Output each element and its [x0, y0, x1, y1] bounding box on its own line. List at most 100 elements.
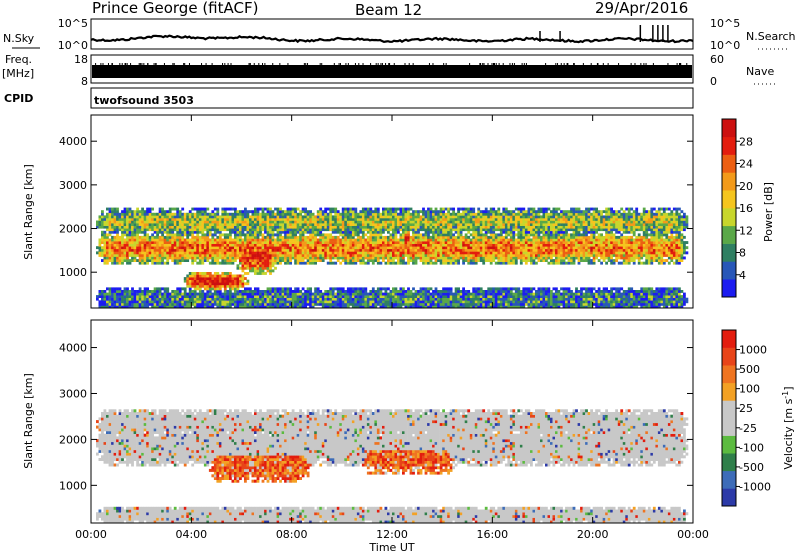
heatmap-cell	[442, 292, 445, 296]
heatmap-cell	[457, 220, 460, 224]
heatmap-cell	[382, 223, 385, 226]
heatmap-cell	[286, 254, 290, 257]
heatmap-cell	[256, 254, 260, 257]
heatmap-cell	[361, 210, 365, 214]
heatmap-cell	[221, 251, 225, 255]
heatmap-cell	[116, 223, 119, 226]
heatmap-cell	[394, 261, 398, 265]
heatmap-cell	[163, 251, 167, 255]
heatmap-cell	[166, 235, 170, 239]
heatmap-cell	[397, 251, 400, 255]
heatmap-cell	[254, 238, 257, 242]
heatmap-cell	[146, 212, 149, 216]
heatmap-cell	[316, 238, 320, 242]
heatmap-cell	[376, 251, 380, 255]
heatmap-cell	[259, 215, 262, 219]
heatmap-cell	[276, 287, 280, 291]
heatmap-cell	[366, 217, 370, 221]
heatmap-cell	[126, 290, 129, 293]
heatmap-cell	[106, 228, 109, 232]
heatmap-cell	[314, 259, 317, 262]
heatmap-cell	[454, 223, 458, 226]
heatmap-cell	[116, 290, 119, 293]
heatmap-cell	[296, 243, 300, 247]
heatmap-cell	[482, 210, 486, 214]
heatmap-cell	[231, 228, 235, 232]
heatmap-cell	[414, 228, 418, 232]
heatmap-cell	[216, 290, 220, 293]
heatmap-cell	[324, 241, 328, 244]
heatmap-cell	[497, 241, 501, 244]
heatmap-cell	[213, 251, 217, 255]
heatmap-cell	[507, 300, 511, 304]
heatmap-cell	[211, 220, 215, 224]
heatmap-cell	[198, 300, 202, 304]
heatmap-cell	[286, 220, 290, 224]
heatmap-cell	[442, 261, 445, 265]
heatmap-cell	[281, 248, 285, 252]
heatmap-cell	[166, 248, 170, 252]
heatmap-cell	[284, 290, 287, 293]
heatmap-cell	[392, 300, 395, 304]
heatmap-cell	[103, 233, 107, 237]
heatmap-cell	[444, 233, 448, 237]
heatmap-cell	[188, 215, 192, 219]
heatmap-cell	[376, 259, 380, 262]
heatmap-cell	[462, 207, 465, 211]
heatmap-cell	[459, 220, 463, 224]
heatmap-cell	[464, 295, 468, 298]
heatmap-cell	[176, 251, 180, 255]
heatmap-cell	[236, 225, 240, 229]
heatmap-cell	[336, 230, 340, 234]
heatmap-cell	[151, 302, 154, 306]
heatmap-cell	[387, 212, 390, 216]
heatmap-cell	[319, 212, 323, 216]
heatmap-cell	[133, 300, 137, 304]
heatmap-cell	[201, 302, 205, 306]
heatmap-cell	[108, 297, 112, 301]
heatmap-cell	[304, 212, 307, 216]
heatmap-cell	[477, 302, 481, 306]
heatmap-cell	[294, 254, 297, 257]
heatmap-cell	[414, 220, 418, 224]
heatmap-cell	[274, 243, 277, 247]
heatmap-cell	[259, 223, 262, 226]
heatmap-cell	[371, 292, 375, 296]
heatmap-cell	[269, 266, 272, 270]
heatmap-cell	[236, 228, 240, 232]
heatmap-cell	[424, 261, 428, 265]
heatmap-cell	[218, 223, 222, 226]
heatmap-cell	[346, 238, 350, 242]
heatmap-cell	[269, 217, 272, 221]
heatmap-cell	[218, 256, 222, 260]
heatmap-cell	[111, 256, 114, 260]
heatmap-cell	[354, 256, 358, 260]
heatmap-cell	[274, 233, 277, 237]
heatmap-cell	[494, 256, 498, 260]
heatmap-cell	[319, 243, 323, 247]
heatmap-cell	[296, 305, 300, 308]
heatmap-cell	[103, 215, 107, 219]
heatmap-cell	[284, 235, 287, 239]
heatmap-cell	[236, 292, 240, 296]
heatmap-cell	[136, 259, 139, 262]
heatmap-cell	[409, 295, 413, 298]
heatmap-cell	[514, 256, 518, 260]
heatmap-cell	[371, 290, 375, 293]
heatmap-cell	[439, 251, 443, 255]
heatmap-cell	[509, 230, 513, 234]
heatmap-cell	[479, 292, 483, 296]
heatmap-cell	[404, 302, 408, 306]
heatmap-cell	[402, 246, 405, 250]
heatmap-cell	[196, 300, 200, 304]
heatmap-cell	[361, 246, 365, 250]
heatmap-cell	[489, 212, 493, 216]
heatmap-cell	[128, 225, 132, 229]
heatmap-cell	[176, 207, 180, 211]
heatmap-cell	[371, 212, 375, 216]
heatmap-cell	[489, 254, 493, 257]
heatmap-cell	[211, 233, 215, 237]
heatmap-cell	[289, 233, 292, 237]
heatmap-cell	[158, 228, 162, 232]
heatmap-cell	[266, 233, 270, 237]
